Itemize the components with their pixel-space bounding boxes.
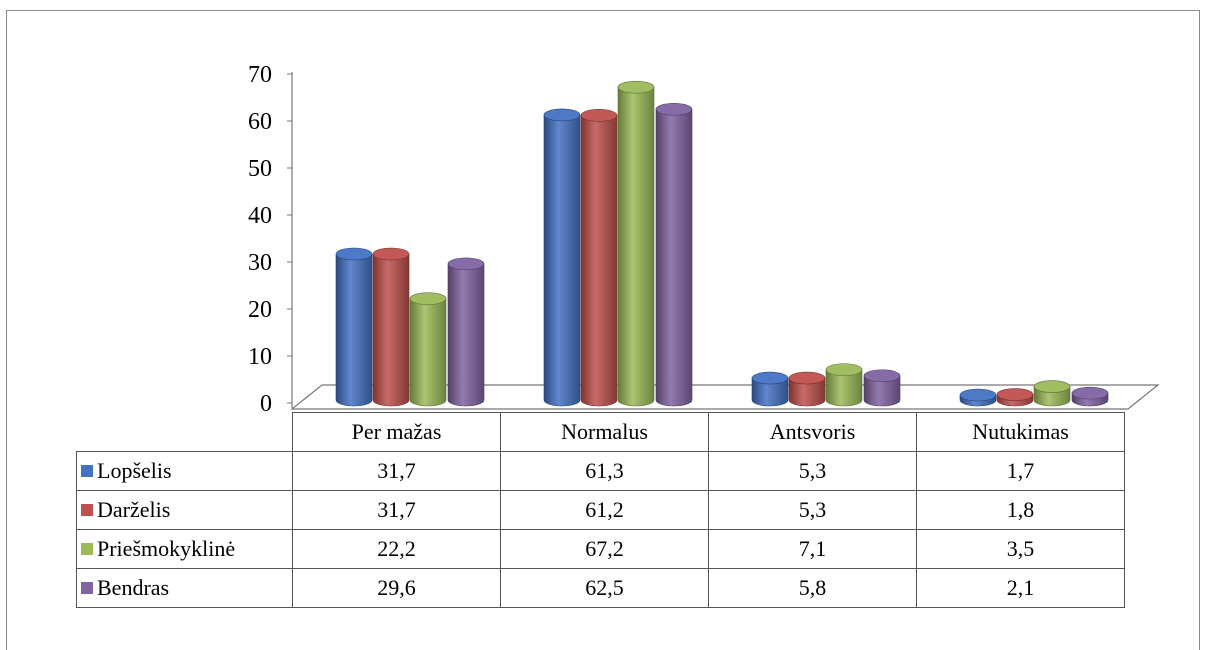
- data-label: 61,2: [500, 490, 709, 530]
- data-label: 31,7: [292, 451, 501, 491]
- series-name: Bendras: [97, 575, 170, 600]
- y-tick-label: 20: [248, 297, 272, 323]
- y-tick-label: 60: [248, 109, 272, 135]
- bar-darzelis-antsvoris: [788, 371, 826, 407]
- table-header-row: Per mažas Normalus Antsvoris Nutukimas: [76, 412, 1125, 452]
- bar-lopselis-antsvoris: [751, 371, 789, 407]
- bar-darzelis-per-mazas: [372, 247, 410, 407]
- bar-chart: 0 10 20 30 40 50 60 70: [248, 62, 1160, 417]
- y-tick-label: 70: [248, 62, 272, 88]
- category-label-antsvoris: Antsvoris: [708, 412, 917, 452]
- bar-lopselis-normalus: [543, 108, 581, 407]
- category-label-nutukimas: Nutukimas: [916, 412, 1125, 452]
- data-label: 3,5: [916, 529, 1125, 569]
- floor-plane: [290, 384, 1160, 410]
- y-tick-label: 50: [248, 156, 272, 182]
- category-label-normalus: Normalus: [500, 412, 709, 452]
- legend-color-key: [81, 543, 93, 555]
- y-tick-label: 40: [248, 203, 272, 229]
- legend-color-key: [81, 582, 93, 594]
- bar-priesmokykline-antsvoris: [825, 363, 863, 407]
- category-label-per-mazas: Per mažas: [292, 412, 501, 452]
- legend-entry-priesmokykline: Priešmokyklinė: [76, 529, 293, 569]
- y-tick-label: 30: [248, 250, 272, 276]
- legend-color-key: [81, 465, 93, 477]
- data-label: 2,1: [916, 568, 1125, 608]
- data-label: 1,7: [916, 451, 1125, 491]
- table-row: Priešmokyklinė 22,2 67,2 7,1 3,5: [76, 529, 1125, 569]
- data-label: 62,5: [500, 568, 709, 608]
- legend-entry-lopselis: Lopšelis: [76, 451, 293, 491]
- data-label: 67,2: [500, 529, 709, 569]
- bar-bendras-normalus: [655, 102, 693, 407]
- bar-bendras-nutukimas: [1071, 386, 1109, 407]
- chart-frame: [6, 10, 1200, 650]
- table-row: Bendras 29,6 62,5 5,8 2,1: [76, 568, 1125, 608]
- data-label: 5,8: [708, 568, 917, 608]
- legend-entry-darzelis: Darželis: [76, 490, 293, 530]
- series-name: Darželis: [97, 497, 171, 522]
- bar-priesmokykline-per-mazas: [409, 292, 447, 407]
- bar-darzelis-nutukimas: [996, 388, 1034, 407]
- bars: [335, 80, 1109, 407]
- chart-floor: [290, 384, 1160, 410]
- bar-priesmokykline-nutukimas: [1033, 380, 1071, 407]
- bar-priesmokykline-normalus: [617, 80, 655, 407]
- table-corner: [76, 412, 293, 452]
- bar-bendras-per-mazas: [447, 257, 485, 407]
- bar-bendras-antsvoris: [863, 369, 901, 407]
- data-label: 22,2: [292, 529, 501, 569]
- bar-darzelis-normalus: [580, 109, 618, 407]
- data-label: 61,3: [500, 451, 709, 491]
- bar-lopselis-nutukimas: [959, 388, 997, 407]
- data-label: 7,1: [708, 529, 917, 569]
- y-tick-label: 0: [260, 391, 272, 417]
- table-row: Lopšelis 31,7 61,3 5,3 1,7: [76, 451, 1125, 491]
- data-label: 29,6: [292, 568, 501, 608]
- legend-entry-bendras: Bendras: [76, 568, 293, 608]
- bar-lopselis-per-mazas: [335, 247, 373, 407]
- data-label: 1,8: [916, 490, 1125, 530]
- series-name: Lopšelis: [97, 458, 172, 483]
- legend-color-key: [81, 504, 93, 516]
- y-tick-label: 10: [248, 344, 272, 370]
- table-row: Darželis 31,7 61,2 5,3 1,8: [76, 490, 1125, 530]
- data-label: 5,3: [708, 451, 917, 491]
- data-label: 5,3: [708, 490, 917, 530]
- data-table: Per mažas Normalus Antsvoris Nutukimas Lopše…: [76, 412, 1125, 608]
- data-label: 31,7: [292, 490, 501, 530]
- series-name: Priešmokyklinė: [97, 536, 236, 561]
- y-axis: 0 10 20 30 40 50 60 70: [248, 62, 293, 417]
